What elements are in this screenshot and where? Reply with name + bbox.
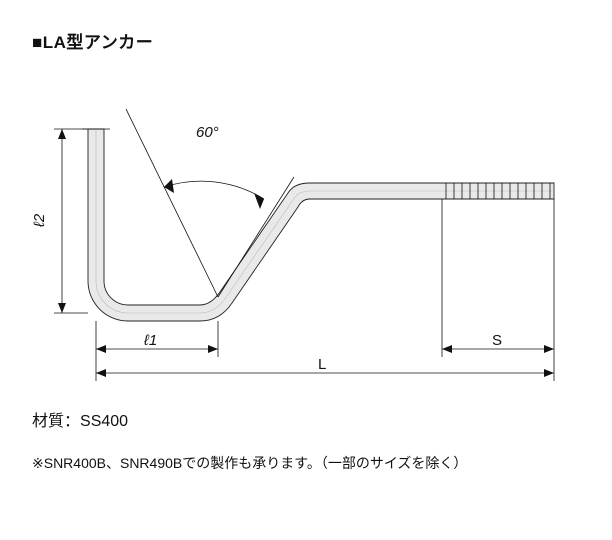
angle-60: 60° — [126, 109, 294, 297]
label-L: L — [318, 356, 326, 373]
label-angle: 60° — [196, 124, 219, 141]
label-l1: ℓ1 — [143, 332, 157, 349]
material-value: SS400 — [80, 413, 128, 430]
anchor-diagram: 60° ℓ2 ℓ1 — [32, 59, 580, 389]
dim-S: S — [442, 199, 554, 357]
material-line: 材質：SS400 — [32, 407, 580, 431]
anchor-centerline — [96, 129, 554, 313]
label-l2: ℓ2 — [32, 213, 48, 228]
footnote: ※SNR400B、SNR490Bでの製作も承ります。（一部のサイズを除く） — [32, 453, 580, 473]
dim-l2: ℓ2 — [32, 129, 88, 313]
material-label: 材質： — [32, 413, 80, 430]
dim-l1: ℓ1 — [96, 321, 218, 357]
label-S: S — [492, 332, 502, 349]
anchor-body — [88, 129, 554, 321]
dim-L: L — [96, 356, 554, 381]
page-title: ■LA型アンカー — [32, 28, 580, 53]
